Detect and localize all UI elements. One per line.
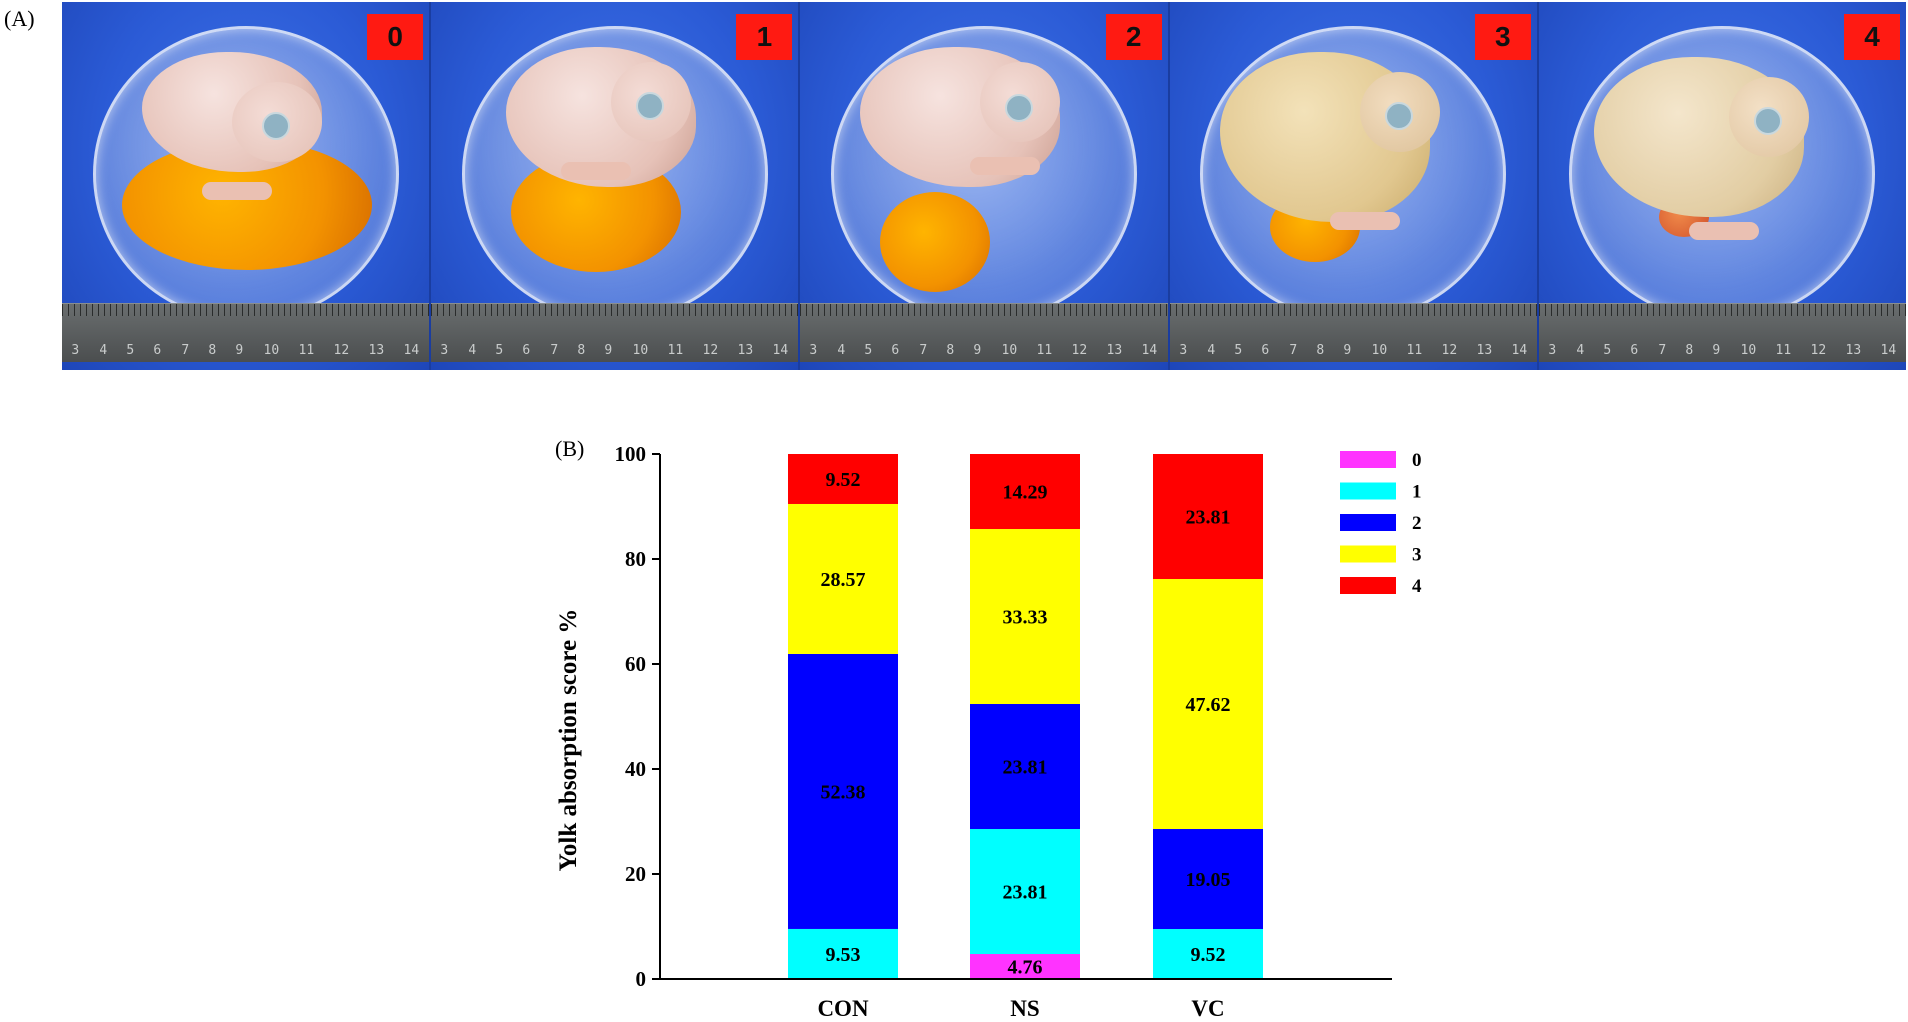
x-tick-label-con: CON: [817, 996, 869, 1021]
chart-bars: 9.53 52.38 28.57 9.52 4.76 23.81 23.81 33.33 14.…: [788, 454, 1263, 979]
data-label-vc-score-4: 23.81: [1186, 507, 1231, 529]
chick-photo-strip: 0 14 13 12 11 10 9 8 7 6 5 4 3 1 14 13 12 11 10 9 8 7 6 5 4 3 …: [62, 2, 1907, 370]
data-label-ns-score-3: 33.33: [1003, 607, 1048, 629]
legend-label-2: 2: [1412, 513, 1422, 534]
y-axis-label: Yolk absorption score %: [555, 609, 582, 872]
y-tick-label-20: 20: [625, 862, 646, 886]
chick-feet: [1688, 222, 1759, 240]
panel-b-label: (B): [555, 436, 585, 461]
legend-swatch-0: [1340, 451, 1396, 468]
chick-photo-score-1: 1 14 13 12 11 10 9 8 7 6 5 4 3: [431, 2, 801, 370]
score-badge: 1: [736, 14, 793, 60]
chick-eye: [1753, 107, 1782, 135]
bar-segment-ns-score-2: [970, 704, 1080, 830]
legend-label-0: 0: [1412, 450, 1422, 471]
bar-segment-ns-score-0: [970, 954, 1080, 979]
data-label-con-score-2: 52.38: [821, 781, 866, 803]
data-label-ns-score-2: 23.81: [1003, 757, 1048, 779]
ruler: [431, 303, 799, 362]
data-label-vc-score-3: 47.62: [1186, 694, 1231, 716]
x-tick-label-ns: NS: [1010, 996, 1039, 1021]
score-badge: 0: [367, 14, 424, 60]
chick-photo-score-2: 2 14 13 12 11 10 9 8 7 6 5 4 3: [800, 2, 1170, 370]
score-badge: 4: [1844, 14, 1901, 60]
chick-eye: [1005, 94, 1034, 122]
bar-segment-con-score-1: [788, 928, 898, 979]
chick-feet: [202, 182, 272, 200]
bar-segment-vc-score-2: [1153, 829, 1263, 930]
chick-photo-score-4: 4 14 13 12 11 10 9 8 7 6 5 4 3: [1538, 2, 1907, 370]
chick-eye: [1384, 102, 1413, 130]
legend-label-4: 4: [1412, 576, 1422, 597]
y-tick-label-0: 0: [636, 967, 647, 991]
chick-feet: [561, 162, 632, 180]
bar-segment-ns-score-3: [970, 529, 1080, 705]
y-tick-label-80: 80: [625, 547, 646, 571]
data-label-ns-score-0: 4.76: [1008, 957, 1043, 979]
data-label-con-score-4: 9.52: [826, 469, 861, 491]
legend-swatch-1: [1340, 482, 1396, 500]
y-tick-label-40: 40: [625, 757, 646, 781]
data-label-vc-score-2: 19.05: [1186, 869, 1231, 891]
yolk-sac: [880, 192, 991, 292]
data-label-ns-score-4: 14.29: [1003, 482, 1048, 504]
chart-axes: CON NS VC 0 20 40 60 80 100: [615, 442, 1392, 1021]
chick-eye: [262, 112, 290, 140]
panel-a-label: (A): [4, 6, 35, 31]
chick-eye: [636, 92, 665, 120]
data-label-con-score-3: 28.57: [821, 569, 866, 591]
bar-segment-vc-score-1: [1153, 929, 1263, 979]
legend-swatch-2: [1340, 514, 1396, 531]
score-badge: 2: [1105, 14, 1162, 60]
chick-photo-score-3: 3 14 13 12 11 10 9 8 7 6 5 4 3: [1169, 2, 1539, 370]
chart-legend: 0 1 2 3 4: [1340, 450, 1422, 597]
legend-swatch-3: [1340, 545, 1396, 563]
chick-photo-score-0: 0 14 13 12 11 10 9 8 7 6 5 4 3: [62, 2, 432, 370]
chick-feet: [1329, 212, 1400, 230]
bar-segment-vc-score-4: [1153, 454, 1263, 580]
y-tick-label-100: 100: [615, 442, 647, 466]
ruler: [62, 303, 430, 362]
legend-swatch-4: [1340, 577, 1396, 594]
bar-segment-ns-score-1: [970, 829, 1080, 955]
bar-segment-con-score-3: [788, 503, 898, 654]
legend-label-3: 3: [1412, 545, 1422, 566]
ruler: [800, 303, 1168, 362]
y-tick-label-60: 60: [625, 652, 646, 676]
data-label-con-score-1: 9.53: [826, 944, 861, 966]
score-badge: 3: [1474, 14, 1531, 60]
chick-feet: [970, 157, 1041, 175]
bar-segment-ns-score-4: [970, 454, 1080, 530]
ruler: [1538, 303, 1907, 362]
bar-segment-con-score-2: [788, 653, 898, 929]
x-tick-label-vc: VC: [1191, 996, 1224, 1021]
bar-segment-con-score-4: [788, 454, 898, 504]
ruler: [1169, 303, 1537, 362]
data-label-vc-score-1: 9.52: [1191, 944, 1226, 966]
legend-label-1: 1: [1412, 482, 1422, 503]
bar-segment-vc-score-3: [1153, 579, 1263, 830]
data-label-ns-score-1: 23.81: [1003, 882, 1048, 904]
